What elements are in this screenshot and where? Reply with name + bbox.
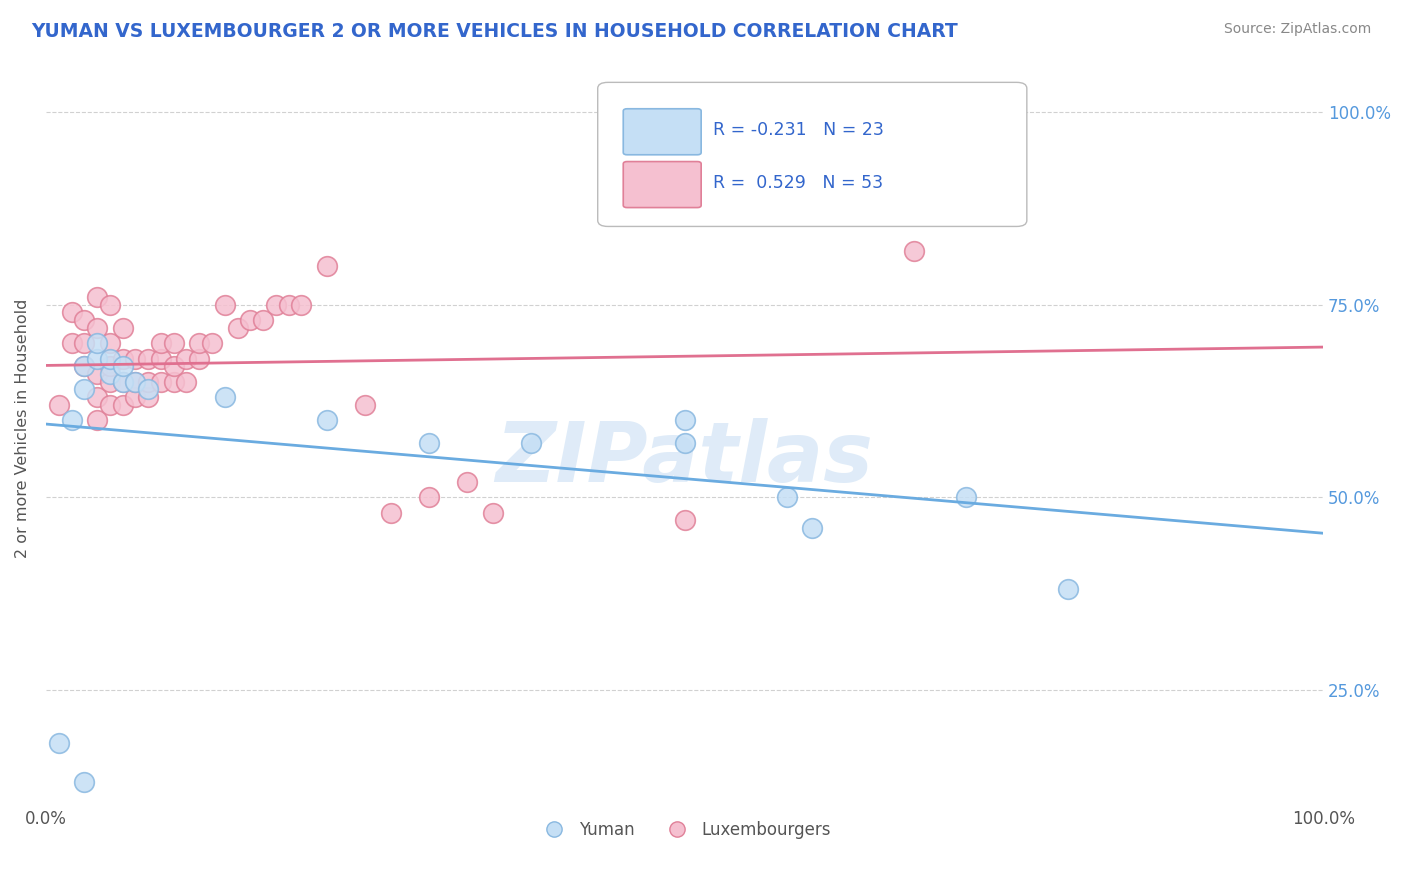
- Point: [226, 320, 249, 334]
- Point: [418, 436, 440, 450]
- Point: [48, 398, 70, 412]
- Y-axis label: 2 or more Vehicles in Household: 2 or more Vehicles in Household: [15, 298, 30, 558]
- Point: [73, 359, 96, 374]
- Point: [86, 320, 108, 334]
- Point: [73, 336, 96, 351]
- Point: [98, 351, 121, 366]
- Point: [176, 375, 198, 389]
- Point: [111, 398, 134, 412]
- Text: R = -0.231   N = 23: R = -0.231 N = 23: [713, 121, 883, 139]
- Point: [277, 298, 299, 312]
- Point: [163, 375, 186, 389]
- Point: [98, 367, 121, 381]
- Point: [380, 506, 402, 520]
- Point: [111, 320, 134, 334]
- Text: Source: ZipAtlas.com: Source: ZipAtlas.com: [1223, 22, 1371, 37]
- Legend: Yuman, Luxembourgers: Yuman, Luxembourgers: [531, 814, 838, 846]
- Text: ZIPatlas: ZIPatlas: [496, 417, 873, 499]
- Point: [520, 436, 543, 450]
- Point: [98, 359, 121, 374]
- Point: [673, 413, 696, 427]
- Point: [290, 298, 312, 312]
- Point: [98, 298, 121, 312]
- Point: [1056, 582, 1078, 597]
- Point: [73, 313, 96, 327]
- Point: [214, 390, 236, 404]
- Point: [176, 351, 198, 366]
- Point: [188, 336, 211, 351]
- Point: [111, 351, 134, 366]
- Point: [136, 351, 159, 366]
- Point: [482, 506, 505, 520]
- Point: [124, 375, 146, 389]
- Point: [98, 336, 121, 351]
- Point: [73, 383, 96, 397]
- FancyBboxPatch shape: [598, 82, 1026, 227]
- Point: [86, 413, 108, 427]
- Point: [149, 375, 172, 389]
- Point: [111, 375, 134, 389]
- Point: [955, 490, 977, 504]
- Point: [98, 375, 121, 389]
- Point: [163, 336, 186, 351]
- Point: [48, 736, 70, 750]
- Point: [456, 475, 478, 489]
- Point: [264, 298, 287, 312]
- Point: [136, 375, 159, 389]
- Point: [86, 351, 108, 366]
- Point: [955, 182, 977, 196]
- FancyBboxPatch shape: [623, 161, 702, 208]
- Point: [149, 336, 172, 351]
- Point: [73, 359, 96, 374]
- Point: [136, 383, 159, 397]
- Point: [673, 436, 696, 450]
- Point: [801, 521, 824, 535]
- Point: [73, 775, 96, 789]
- Point: [124, 390, 146, 404]
- Point: [354, 398, 377, 412]
- Point: [214, 298, 236, 312]
- Point: [60, 413, 83, 427]
- Point: [316, 413, 339, 427]
- Point: [124, 375, 146, 389]
- Point: [86, 390, 108, 404]
- FancyBboxPatch shape: [623, 109, 702, 155]
- Point: [776, 490, 799, 504]
- Point: [201, 336, 224, 351]
- Text: YUMAN VS LUXEMBOURGER 2 OR MORE VEHICLES IN HOUSEHOLD CORRELATION CHART: YUMAN VS LUXEMBOURGER 2 OR MORE VEHICLES…: [31, 22, 957, 41]
- Point: [111, 359, 134, 374]
- Point: [239, 313, 262, 327]
- Point: [316, 259, 339, 273]
- Point: [188, 351, 211, 366]
- Point: [252, 313, 274, 327]
- Text: R =  0.529   N = 53: R = 0.529 N = 53: [713, 174, 883, 192]
- Point: [903, 244, 925, 258]
- Point: [111, 375, 134, 389]
- Point: [136, 390, 159, 404]
- Point: [124, 351, 146, 366]
- Point: [86, 336, 108, 351]
- Point: [60, 336, 83, 351]
- Point: [60, 305, 83, 319]
- Point: [86, 367, 108, 381]
- Point: [673, 513, 696, 527]
- Point: [163, 359, 186, 374]
- Point: [149, 351, 172, 366]
- Point: [418, 490, 440, 504]
- Point: [86, 290, 108, 304]
- Point: [98, 398, 121, 412]
